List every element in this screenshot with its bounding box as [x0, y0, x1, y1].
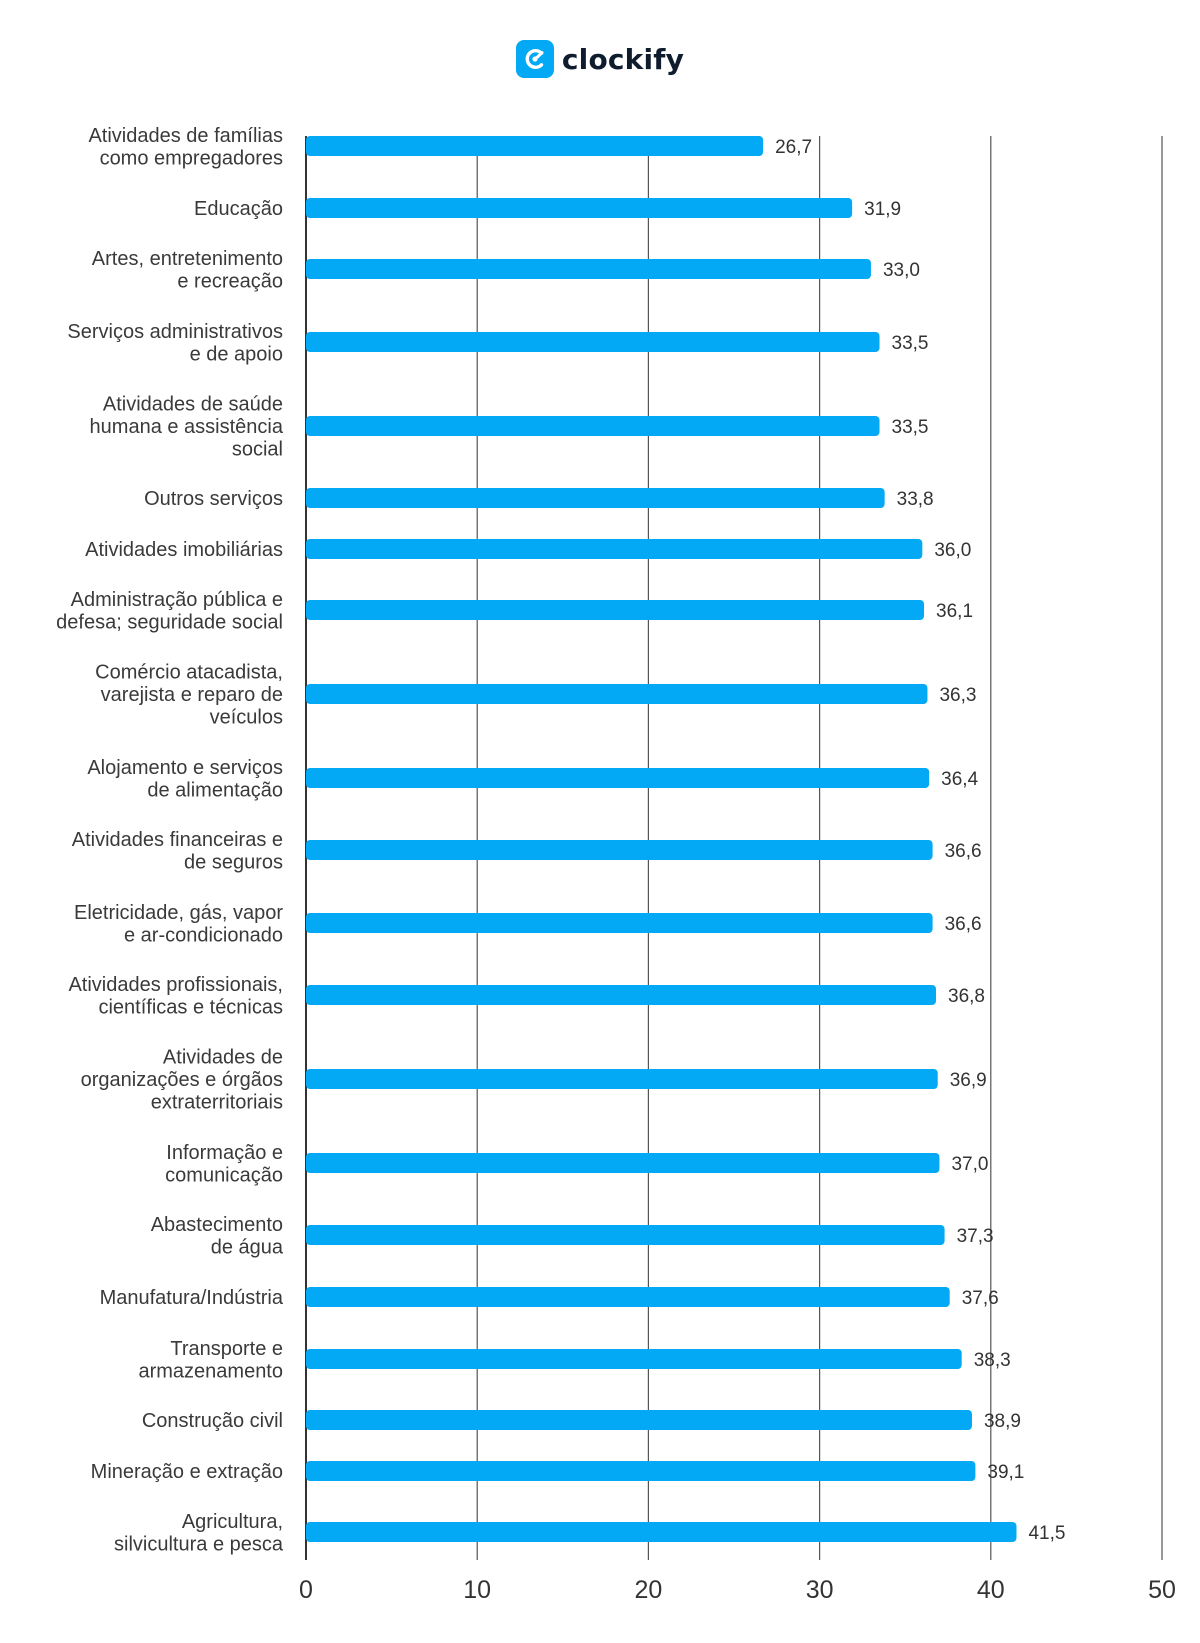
x-tick-label: 40	[977, 1576, 1005, 1604]
bar	[306, 684, 928, 704]
category-label: Atividades de organizações e órgãos extrat…	[81, 1047, 283, 1114]
bar-value-label: 36,4	[941, 769, 978, 790]
bar-value-label: 41,5	[1028, 1523, 1065, 1544]
bar-value-label: 36,8	[948, 986, 985, 1007]
category-label: Artes, entretenimento e recreação	[92, 248, 283, 293]
bar	[306, 1069, 938, 1089]
bar-value-label: 33,5	[892, 417, 929, 438]
bar-value-label: 37,6	[962, 1288, 999, 1309]
category-label: Serviços administrativos e de apoio	[67, 321, 283, 366]
category-label: Atividades imobiliárias	[85, 539, 283, 561]
category-label: Abastecimento de água	[151, 1214, 284, 1259]
bar	[306, 985, 937, 1005]
bar-value-label: 38,3	[974, 1350, 1011, 1371]
brand-logo: clockify	[0, 40, 1200, 78]
bar-value-label: 33,0	[883, 260, 920, 281]
bar-value-label: 37,3	[957, 1226, 994, 1247]
value-labels: 26,7 31,9 33,0 33,5 33,5 33,8 36,0 36,1 36,3 36,4…	[775, 137, 1065, 1544]
x-tick-label: 50	[1148, 1576, 1176, 1604]
category-label: Transporte e armazenamento	[138, 1338, 283, 1383]
bar	[306, 198, 853, 218]
bar-value-label: 36,9	[950, 1070, 987, 1091]
category-label: Administração pública e defesa; seguridad…	[56, 589, 283, 634]
bar-value-label: 39,1	[987, 1462, 1024, 1483]
x-tick-label: 30	[806, 1576, 834, 1604]
category-label: Comércio atacadista, varejista e reparo d…	[95, 662, 283, 729]
bar	[306, 1522, 1017, 1542]
x-tick-labels: 0 10 20 30 40 50	[299, 1576, 1176, 1604]
category-label: Educação	[194, 198, 283, 220]
bar-value-label: 33,5	[892, 333, 929, 354]
category-label: Construção civil	[142, 1410, 283, 1432]
bar-value-label: 31,9	[864, 199, 901, 220]
category-label: Agricultura, silvicultura e pesca	[114, 1511, 284, 1556]
category-label: Atividades profissionais, científicas e t…	[68, 974, 283, 1019]
category-labels: Atividades de famílias como empregadores E…	[56, 125, 284, 1556]
category-label: Atividades de famílias como empregadores	[88, 125, 283, 170]
bar	[306, 259, 871, 279]
bar	[306, 1225, 945, 1245]
clockify-logo-icon	[515, 40, 554, 78]
x-tick-label: 10	[463, 1576, 491, 1604]
bar-value-label: 36,0	[934, 540, 971, 561]
bar	[306, 1410, 972, 1430]
category-label: Manufatura/Indústria	[100, 1287, 284, 1309]
bar-value-label: 36,3	[939, 685, 976, 706]
bar	[306, 488, 885, 508]
bar	[306, 1287, 950, 1307]
category-label: Atividades financeiras e de seguros	[72, 829, 283, 874]
category-label: Eletricidade, gás, vapor e ar-condicionad…	[74, 902, 283, 947]
bar	[306, 600, 925, 620]
bar	[306, 840, 933, 860]
category-label: Atividades de saúde humana e assistência s…	[90, 394, 284, 461]
bar	[306, 332, 880, 352]
bar	[306, 913, 933, 933]
category-label: Informação e comunicação	[165, 1142, 283, 1187]
bar-value-label: 38,9	[984, 1411, 1021, 1432]
category-label: Alojamento e serviços de alimentação	[87, 757, 283, 802]
x-tick-label: 20	[634, 1576, 662, 1604]
category-label: Mineração e extração	[91, 1461, 283, 1483]
bar	[306, 1461, 976, 1481]
bar	[306, 1349, 962, 1369]
bar-value-label: 26,7	[775, 137, 812, 158]
bar	[306, 539, 923, 559]
bar	[306, 416, 880, 436]
bar	[306, 1153, 940, 1173]
bar	[306, 136, 764, 156]
bar-value-label: 33,8	[897, 489, 934, 510]
bar-value-label: 37,0	[951, 1154, 988, 1175]
category-label: Outros serviços	[144, 488, 283, 510]
bar	[306, 768, 930, 788]
bars	[306, 136, 1017, 1542]
bar-value-label: 36,6	[945, 914, 982, 935]
bar-value-label: 36,1	[936, 601, 973, 622]
x-tick-label: 0	[299, 1576, 313, 1604]
brand-name: clockify	[561, 42, 685, 76]
bar-value-label: 36,6	[945, 841, 982, 862]
